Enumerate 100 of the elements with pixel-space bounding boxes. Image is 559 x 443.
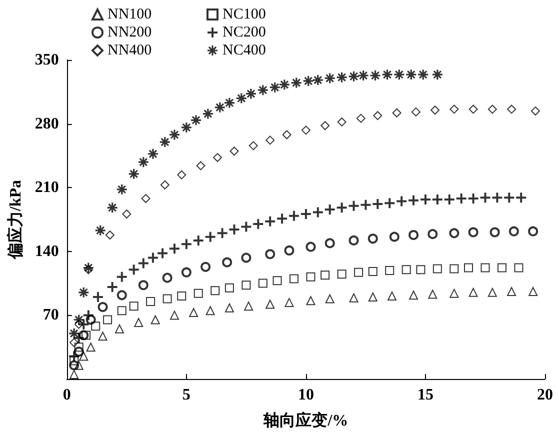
point <box>420 194 430 204</box>
point <box>444 194 454 204</box>
point <box>190 115 201 126</box>
point <box>312 207 323 218</box>
point <box>148 148 158 159</box>
point <box>224 98 234 108</box>
point <box>284 245 294 256</box>
point <box>92 292 103 302</box>
point <box>148 252 158 263</box>
point <box>69 328 80 338</box>
point <box>150 315 160 324</box>
point <box>303 76 314 86</box>
point <box>241 222 252 232</box>
point <box>528 287 538 296</box>
point <box>196 161 206 170</box>
point <box>497 263 506 272</box>
point <box>116 184 127 194</box>
point <box>82 330 91 340</box>
point <box>107 282 118 292</box>
point <box>337 270 346 279</box>
point <box>70 356 79 366</box>
point <box>382 70 392 80</box>
point <box>372 199 383 210</box>
x-tick-label: 20 <box>537 386 553 404</box>
point <box>409 290 418 300</box>
y-axis-title: 偏应力/kPa <box>6 180 24 260</box>
point <box>348 71 359 82</box>
point <box>224 283 234 292</box>
legend-label: NN400 <box>108 42 152 58</box>
point <box>416 265 426 274</box>
point <box>432 194 442 204</box>
point <box>214 102 225 112</box>
point <box>480 192 490 203</box>
point <box>288 210 299 221</box>
point <box>396 196 407 206</box>
point <box>306 242 316 252</box>
point <box>78 287 89 298</box>
point <box>98 302 108 312</box>
point <box>324 238 335 248</box>
point <box>160 137 170 148</box>
point <box>289 274 298 284</box>
point <box>408 195 419 206</box>
legend-label: NC200 <box>222 24 266 40</box>
point <box>508 226 519 236</box>
point <box>98 332 108 341</box>
point <box>129 302 138 311</box>
point <box>408 230 419 240</box>
point <box>468 104 478 114</box>
point <box>368 292 378 302</box>
point <box>428 229 438 240</box>
point <box>272 276 282 286</box>
point <box>222 257 232 268</box>
point <box>504 192 514 203</box>
point <box>86 342 96 352</box>
point <box>78 330 89 340</box>
y-tick-label: 140 <box>34 242 59 260</box>
point <box>336 72 347 82</box>
point <box>348 200 359 211</box>
x-tick-label: 10 <box>298 386 314 404</box>
point <box>134 318 144 327</box>
point <box>74 346 84 357</box>
point <box>325 294 334 304</box>
point <box>128 168 139 179</box>
point <box>69 360 80 370</box>
x-tick-label: 0 <box>62 386 71 404</box>
point <box>177 170 186 180</box>
point <box>244 302 254 311</box>
point <box>279 80 290 90</box>
point <box>236 93 246 104</box>
point <box>160 180 170 190</box>
point <box>291 78 302 88</box>
point <box>206 306 215 316</box>
point <box>253 219 264 230</box>
point <box>389 232 400 242</box>
point <box>406 70 416 80</box>
point <box>320 121 330 130</box>
point <box>516 192 526 203</box>
point <box>74 360 84 370</box>
point <box>432 264 442 274</box>
point <box>300 209 311 220</box>
point <box>138 157 148 168</box>
point <box>324 73 335 84</box>
point <box>74 342 84 352</box>
point <box>189 308 198 317</box>
point <box>181 122 192 132</box>
point <box>103 315 112 324</box>
y-tick-label: 210 <box>34 179 59 196</box>
legend-label: NC100 <box>222 6 266 22</box>
point <box>266 300 275 309</box>
point <box>83 310 94 320</box>
point <box>170 310 179 320</box>
point <box>492 192 502 203</box>
point <box>277 214 288 224</box>
point <box>224 303 234 312</box>
point <box>358 70 368 80</box>
point <box>368 266 378 276</box>
point <box>270 82 280 92</box>
point <box>368 234 378 244</box>
point <box>162 294 172 304</box>
point <box>69 351 80 362</box>
